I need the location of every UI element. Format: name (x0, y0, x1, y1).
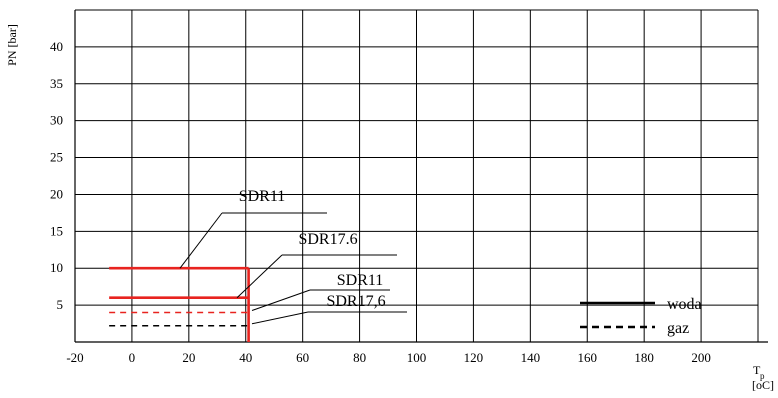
x-tick-label: 40 (239, 350, 252, 365)
y-tick-labels: 5 10 15 20 25 30 35 40 (50, 39, 63, 312)
annotation-leader-line (251, 289, 311, 311)
legend: woda gaz (580, 296, 702, 337)
y-tick-label: 35 (50, 76, 63, 91)
grid-lines (74, 9, 759, 342)
annotation-label: SDR17,6 (326, 293, 385, 310)
x-tick-label: 180 (634, 350, 654, 365)
x-tick-label: 80 (353, 350, 366, 365)
annotation-leader-line (236, 254, 283, 299)
legend-item-gaz: gaz (580, 320, 689, 337)
annotation-2: SDR11 (251, 272, 390, 311)
x-tick-label: 120 (464, 350, 484, 365)
legend-label: gaz (667, 320, 689, 337)
x-axis-label-subscript: p (760, 371, 765, 381)
x-tick-label: 100 (407, 350, 427, 365)
y-tick-label: 5 (57, 297, 64, 312)
x-tick-label: 160 (578, 350, 598, 365)
y-axis-label: PN [bar] (5, 24, 19, 66)
series-lines (109, 266, 250, 342)
annotation-0: SDR11 (179, 188, 327, 269)
y-tick-label: 25 (50, 150, 63, 165)
legend-item-woda: woda (580, 296, 702, 313)
annotation-leaders: SDR11 SDR17.6 SDR11 SDR17,6 (179, 188, 407, 325)
x-axis-label: T (753, 363, 761, 377)
x-tick-label: 200 (691, 350, 711, 365)
y-tick-label: 40 (50, 39, 63, 54)
annotation-3: SDR17,6 (251, 293, 407, 325)
legend-label: woda (667, 296, 702, 313)
y-tick-label: 10 (50, 260, 63, 275)
annotation-label: SDR11 (337, 272, 384, 289)
x-axis-unit: [oC] (752, 378, 774, 392)
annotation-1: SDR17.6 (236, 231, 397, 299)
x-tick-label: 20 (182, 350, 195, 365)
annotation-label: SDR11 (239, 188, 286, 205)
x-tick-label: 140 (521, 350, 541, 365)
annotation-leader-line (251, 311, 309, 325)
x-tick-labels: -20 0 20 40 60 80 100 120 140 160 180 200 (66, 350, 711, 365)
annotation-leader-line (179, 212, 223, 269)
x-tick-label: -20 (66, 350, 83, 365)
x-tick-label: 60 (296, 350, 309, 365)
y-tick-label: 30 (50, 113, 63, 128)
axes (74, 10, 768, 343)
x-tick-label: 0 (129, 350, 136, 365)
y-tick-label: 20 (50, 186, 63, 201)
y-tick-label: 15 (50, 223, 63, 238)
annotation-label: SDR17.6 (298, 231, 357, 248)
